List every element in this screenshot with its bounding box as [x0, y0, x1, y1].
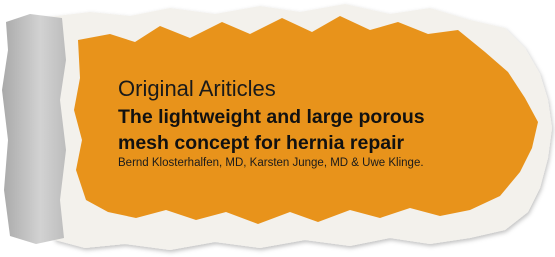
section-label: Original Ariticles [118, 76, 276, 101]
banner: Original Ariticles The lightweight and l… [0, 0, 555, 257]
authors: Bernd Klosterhalfen, MD, Karsten Junge, … [118, 157, 424, 169]
title-line: The lightweight and large porous [118, 106, 425, 128]
page: Original Ariticles The lightweight and l… [0, 0, 555, 257]
title-line: mesh concept for hernia repair [118, 132, 404, 154]
paper-curl [2, 14, 66, 244]
